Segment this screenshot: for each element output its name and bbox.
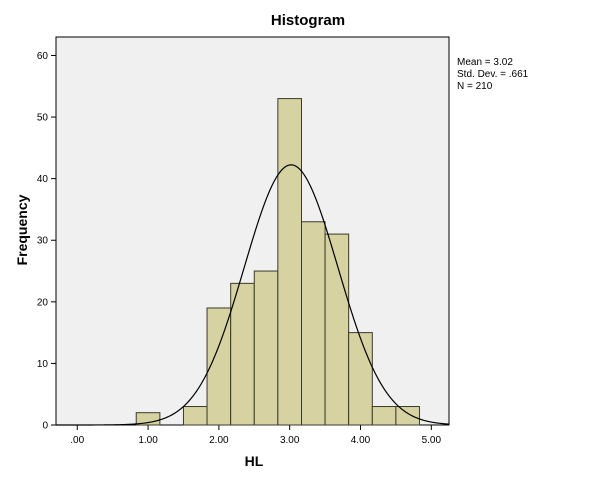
x-tick-label: .00	[70, 435, 84, 446]
histogram-bar	[182, 406, 208, 426]
chart-title: Histogram	[271, 12, 345, 29]
y-tick-label: 50	[37, 113, 49, 124]
histogram-bars	[135, 98, 420, 426]
y-tick-label: 30	[37, 236, 49, 247]
y-tick-label: 10	[37, 359, 49, 370]
x-tick-label: 4.00	[351, 435, 371, 446]
stat-mean: Mean = 3.02	[457, 57, 513, 68]
histogram-bar	[348, 332, 373, 426]
x-tick-label: 5.00	[422, 435, 442, 446]
x-axis-ticks: .00 1.00 2.00 3.00 4.00 5.00	[70, 425, 441, 446]
y-axis-label: Frequency	[14, 194, 30, 265]
y-axis-ticks: 0 10 20 30 40 50 60	[37, 51, 56, 432]
normal-curve	[56, 164, 450, 426]
histogram-bar	[277, 98, 303, 426]
x-tick-label: 2.00	[209, 435, 229, 446]
y-tick-label: 20	[37, 297, 49, 308]
statistics-legend: Mean = 3.02 Std. Dev. = .661 N = 210	[457, 57, 529, 92]
histogram-bar	[371, 406, 397, 426]
x-tick-label: 1.00	[138, 435, 158, 446]
histogram-bar	[230, 282, 255, 426]
x-tick-label: 3.00	[280, 435, 300, 446]
stat-n: N = 210	[457, 81, 493, 92]
x-axis-label: HL	[245, 453, 264, 469]
histogram-bar	[301, 221, 326, 426]
histogram-bar	[395, 406, 420, 426]
histogram-bar	[253, 270, 279, 426]
y-tick-label: 0	[42, 421, 48, 432]
y-tick-label: 60	[37, 51, 49, 62]
stat-std-dev: Std. Dev. = .661	[457, 69, 529, 80]
y-tick-label: 40	[37, 174, 49, 185]
